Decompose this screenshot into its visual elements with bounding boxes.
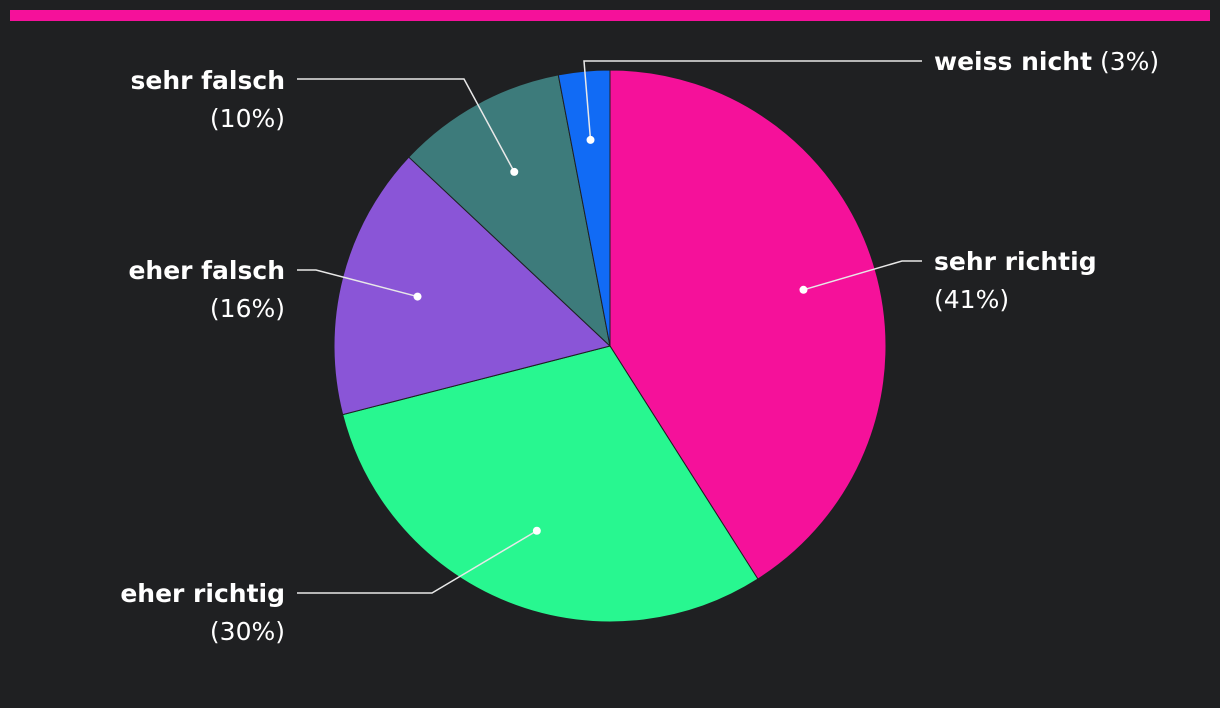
pie-slice-weiss-nicht: [557, 69, 611, 347]
slice-label-weiss-nicht: weiss nicht (3%): [934, 47, 1159, 76]
slice-label-value-sehr-richtig: (41%): [934, 285, 1009, 314]
accent-bar: [10, 10, 1210, 21]
slice-label-name-sehr-richtig: sehr richtig: [934, 247, 1097, 276]
slice-label-name-eher-falsch: eher falsch: [128, 256, 285, 285]
slice-label-value-eher-falsch: (16%): [210, 294, 285, 323]
leader-line-eher-falsch: [297, 269, 418, 298]
slice-label-value-eher-richtig: (30%): [210, 617, 285, 646]
leader-dot-eher-falsch: [413, 292, 422, 301]
leader-dot-sehr-falsch: [510, 167, 519, 176]
leader-line-sehr-falsch: [297, 78, 515, 173]
pie-slice-eher-richtig: [342, 345, 759, 623]
leader-dot-eher-richtig: [532, 526, 541, 535]
slice-label-value-sehr-falsch: (10%): [210, 104, 285, 133]
slice-label-name-sehr-falsch: sehr falsch: [131, 66, 285, 95]
slice-label-name-eher-richtig: eher richtig: [120, 579, 285, 608]
leader-line-weiss-nicht: [583, 60, 922, 140]
leader-line-eher-richtig: [297, 530, 538, 594]
leader-line-sehr-richtig: [803, 260, 922, 291]
slice-label-name: weiss nicht: [934, 47, 1092, 76]
leader-dot-weiss-nicht: [586, 135, 595, 144]
slice-label-value: (3%): [1092, 47, 1159, 76]
leader-dot-sehr-richtig: [799, 285, 808, 294]
